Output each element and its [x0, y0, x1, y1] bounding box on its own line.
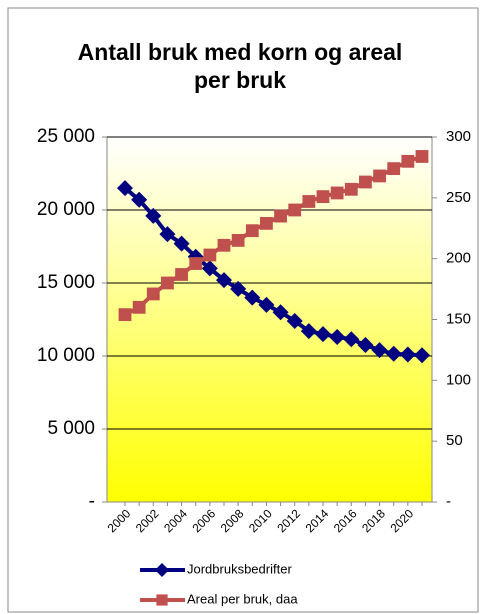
point	[146, 287, 160, 301]
point	[315, 326, 331, 343]
y2-tick-label: 200	[446, 250, 471, 267]
point	[286, 312, 303, 329]
point	[173, 235, 190, 252]
point	[329, 329, 346, 346]
chart-title: Antall bruk med korn og areal per bruk	[77, 39, 403, 93]
point	[216, 272, 232, 289]
point	[189, 257, 203, 270]
point	[203, 248, 217, 262]
point	[156, 594, 168, 606]
point	[387, 162, 401, 176]
point	[230, 280, 247, 297]
point	[258, 296, 275, 313]
series-line	[124, 154, 423, 317]
point	[288, 203, 302, 217]
point	[302, 195, 316, 208]
point	[385, 345, 402, 362]
y2-tick-label: 300	[446, 128, 471, 145]
legend-label: Areal per bruk, daa	[187, 591, 298, 606]
point	[401, 154, 415, 168]
point	[316, 190, 330, 204]
point	[245, 224, 259, 238]
y2-tick-label: 250	[446, 189, 471, 206]
point	[132, 300, 146, 314]
series-line	[123, 186, 423, 358]
point	[118, 308, 132, 322]
point	[343, 331, 360, 348]
point	[117, 180, 133, 197]
point	[415, 150, 429, 163]
y-tick-label: 10 000	[37, 345, 95, 366]
point	[260, 216, 273, 230]
point	[300, 323, 317, 340]
point	[414, 347, 430, 364]
point	[330, 186, 344, 200]
point	[344, 182, 358, 196]
y2-tick-label: 50	[446, 432, 463, 449]
point	[161, 276, 174, 290]
point	[131, 191, 148, 208]
point	[217, 238, 231, 252]
point	[244, 289, 261, 306]
point	[175, 268, 188, 281]
y-tick-label: -	[89, 491, 95, 512]
y2-tick-label: -	[446, 493, 451, 510]
plot-area	[106, 136, 433, 503]
point	[373, 169, 386, 183]
point	[159, 226, 176, 243]
y-tick-label: 5 000	[47, 418, 95, 439]
point	[155, 563, 169, 577]
point	[357, 337, 374, 354]
point	[231, 234, 245, 247]
point	[371, 342, 388, 359]
y2-tick-label: 150	[446, 310, 471, 327]
y-tick-label: 15 000	[37, 272, 95, 293]
legend-label: Jordbruksbedrifter	[187, 561, 292, 576]
point	[274, 209, 287, 223]
y-tick-label: 25 000	[37, 126, 95, 147]
y2-tick-label: 100	[446, 371, 471, 388]
point	[399, 346, 416, 363]
point	[272, 304, 289, 321]
point	[201, 260, 218, 277]
point	[359, 175, 372, 189]
point	[145, 207, 162, 224]
y-tick-label: 20 000	[37, 199, 95, 220]
